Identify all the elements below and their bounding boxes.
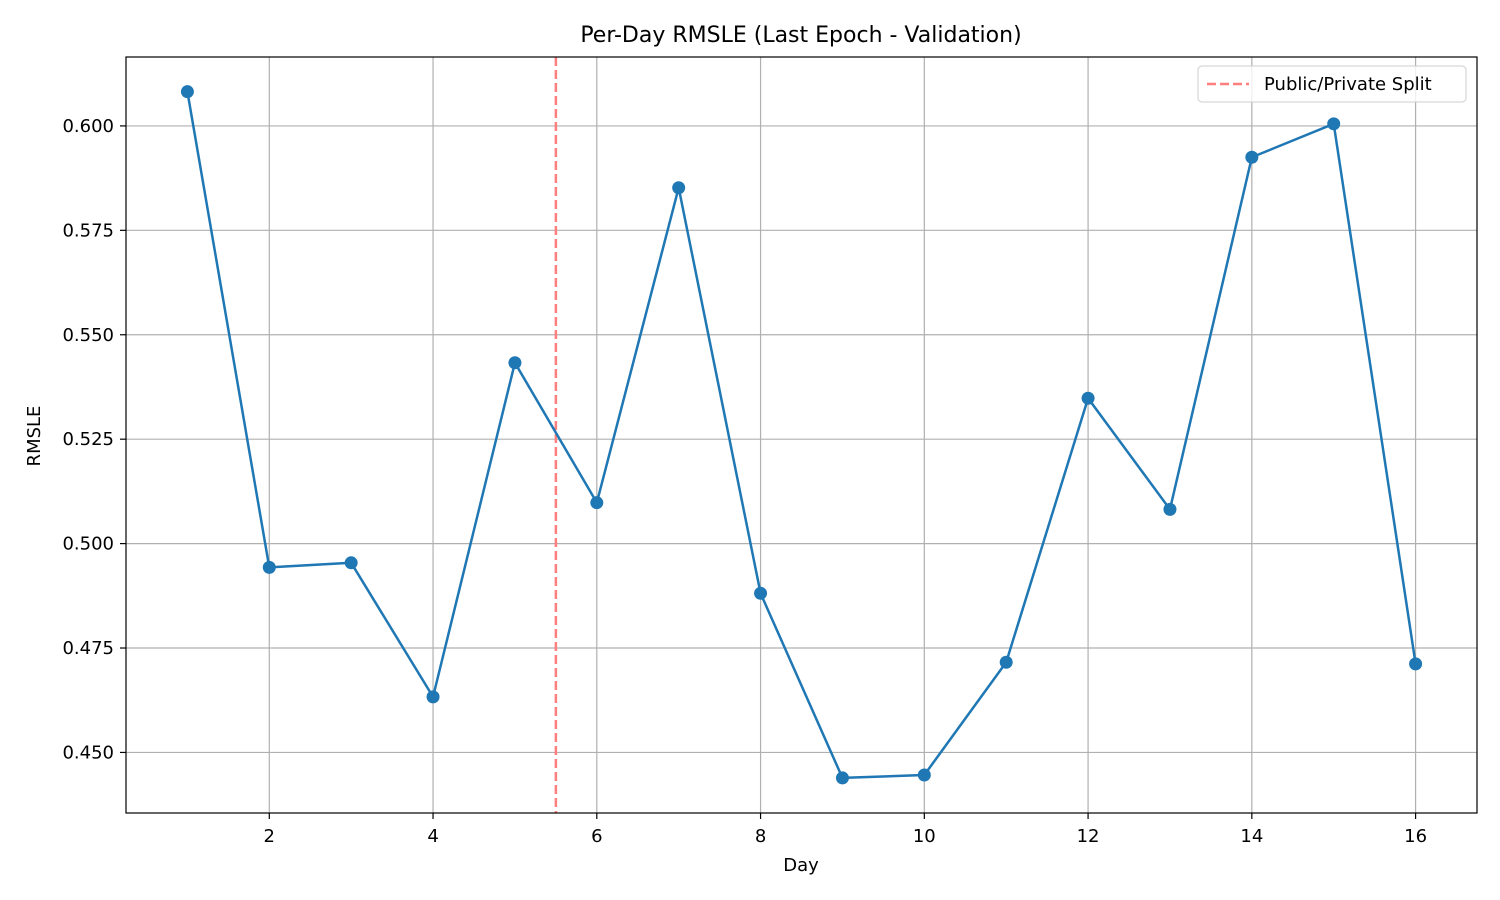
data-point (1081, 391, 1095, 405)
y-tick-label: 0.575 (62, 220, 114, 241)
y-axis-label: RMSLE (24, 406, 45, 467)
chart-title: Per-Day RMSLE (Last Epoch - Validation) (580, 23, 1021, 48)
legend-box (1197, 65, 1467, 103)
data-point (262, 560, 276, 574)
x-tick-label: 8 (755, 826, 766, 847)
x-tick-label: 4 (427, 826, 438, 847)
series-layer (180, 85, 1423, 785)
y-tick-label: 0.450 (62, 742, 114, 763)
x-axis-label: Day (783, 855, 819, 876)
legend: Public/Private Split (1197, 65, 1467, 103)
axes-frame (125, 56, 1478, 814)
data-point (508, 356, 522, 370)
x-tick-label: 14 (1240, 826, 1263, 847)
x-tick-label: 2 (264, 826, 275, 847)
data-point (999, 655, 1013, 669)
data-point (1163, 502, 1177, 516)
data-point (1409, 657, 1423, 671)
grid (126, 57, 1477, 813)
y-tick-label: 0.600 (62, 116, 114, 137)
x-tick-label: 12 (1077, 826, 1100, 847)
series-line (186, 91, 1417, 780)
y-tick-label: 0.525 (62, 429, 114, 450)
data-point (917, 768, 931, 782)
x-tick-label: 16 (1404, 826, 1427, 847)
data-point (426, 690, 440, 704)
y-tick-label: 0.500 (62, 534, 114, 555)
data-point (754, 586, 768, 600)
data-point (835, 771, 849, 785)
x-tick-label: 6 (591, 826, 602, 847)
data-point (590, 496, 604, 510)
y-tick-label: 0.550 (62, 325, 114, 346)
y-axis-ticks: 0.450 0.475 0.500 0.525 0.550 0.575 0.600 (62, 116, 126, 763)
data-point (1245, 150, 1259, 164)
data-point (1327, 117, 1341, 131)
data-point (672, 181, 686, 195)
data-point (344, 556, 358, 570)
data-point (180, 85, 194, 99)
x-axis-ticks: 2 4 6 8 10 12 14 16 (264, 813, 1427, 847)
x-tick-label: 10 (913, 826, 936, 847)
legend-label-split: Public/Private Split (1264, 74, 1432, 95)
y-tick-label: 0.475 (62, 638, 114, 659)
